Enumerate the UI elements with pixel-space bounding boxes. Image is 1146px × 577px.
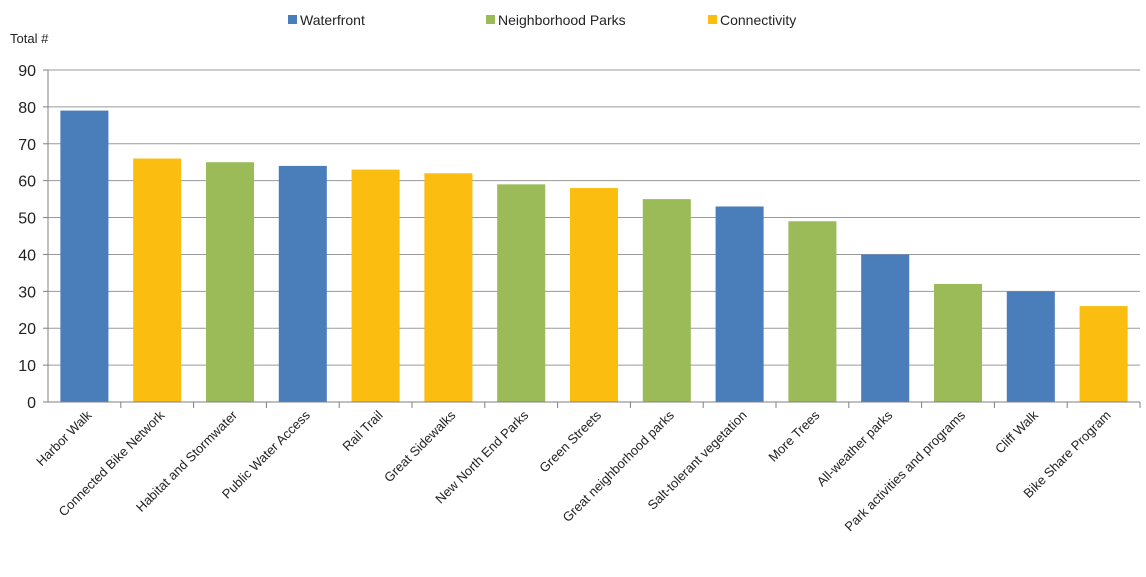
x-tick-label: Park activities and programs xyxy=(842,407,969,534)
bar xyxy=(569,188,619,402)
y-tick-label: 0 xyxy=(27,395,36,412)
x-tick-label: Rail Trail xyxy=(339,407,385,453)
legend-label: Connectivity xyxy=(720,12,796,28)
legend-label: Waterfront xyxy=(300,12,365,28)
y-tick-label: 40 xyxy=(18,247,36,264)
y-tick-label: 20 xyxy=(18,321,36,338)
x-tick-label: More Trees xyxy=(765,407,822,464)
axes xyxy=(47,70,1140,403)
y-tick-label: 50 xyxy=(18,211,36,228)
y-tick-label: 30 xyxy=(18,284,36,301)
bar xyxy=(1006,291,1055,402)
bar xyxy=(497,184,546,402)
bar xyxy=(715,206,764,402)
bar xyxy=(205,162,255,402)
bar xyxy=(788,221,837,402)
bar xyxy=(278,165,327,402)
bar xyxy=(60,110,109,403)
x-tick-label: Harbor Walk xyxy=(33,407,95,469)
x-tick-label: Green Streets xyxy=(536,407,604,475)
x-tick-label: Cliff Walk xyxy=(992,407,1041,456)
x-tick-label: Great Sidewalks xyxy=(381,407,459,485)
y-tick-label: 90 xyxy=(18,63,36,80)
legend-swatch xyxy=(486,15,495,24)
y-axis-label: Total # xyxy=(10,31,49,46)
y-axis-ticks: 0 10 20 30 40 50 60 70 80 90 xyxy=(18,63,48,412)
y-tick-label: 70 xyxy=(18,137,36,154)
bar xyxy=(351,169,400,402)
bar xyxy=(861,254,910,402)
legend: Waterfront Neighborhood Parks Connectivity xyxy=(288,12,796,28)
bar xyxy=(424,173,473,402)
bar xyxy=(133,158,182,402)
bar xyxy=(933,283,983,402)
bar xyxy=(642,199,691,402)
y-tick-label: 10 xyxy=(18,358,36,375)
x-tick-label: All-weather parks xyxy=(814,407,896,489)
bar xyxy=(1079,306,1128,402)
bars xyxy=(60,110,1128,403)
legend-swatch xyxy=(288,15,297,24)
y-tick-label: 80 xyxy=(18,100,36,117)
legend-label: Neighborhood Parks xyxy=(498,12,626,28)
y-tick-label: 60 xyxy=(18,174,36,191)
legend-swatch xyxy=(708,15,717,24)
